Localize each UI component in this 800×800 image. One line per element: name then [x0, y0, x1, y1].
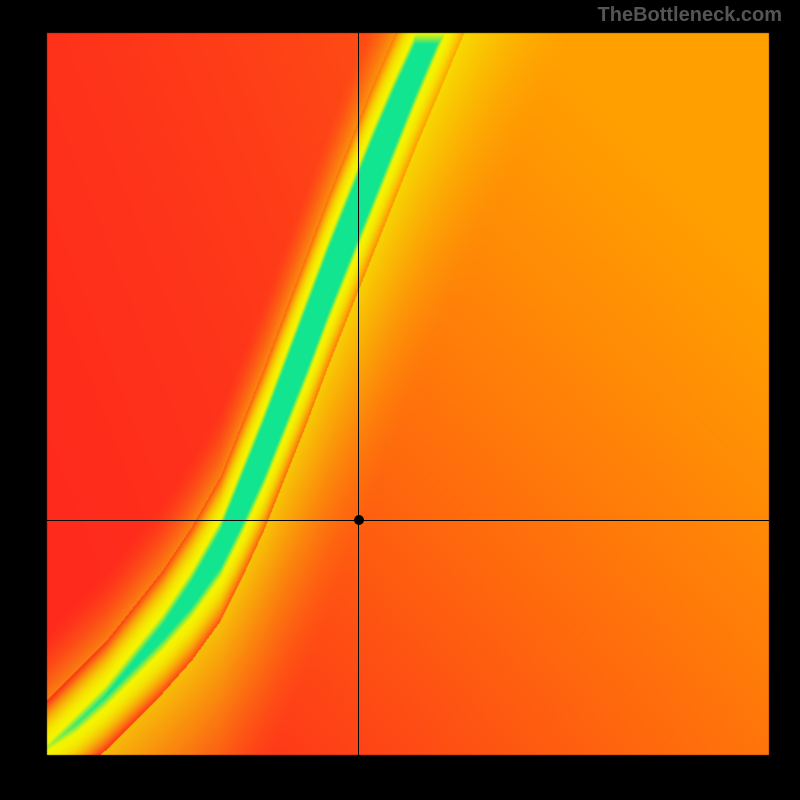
chart-container: TheBottleneck.com	[0, 0, 800, 800]
crosshair-horizontal	[47, 520, 769, 521]
watermark-text: TheBottleneck.com	[598, 4, 782, 27]
crosshair-dot	[354, 515, 364, 525]
crosshair-vertical	[358, 33, 359, 755]
heatmap-canvas	[0, 0, 800, 800]
